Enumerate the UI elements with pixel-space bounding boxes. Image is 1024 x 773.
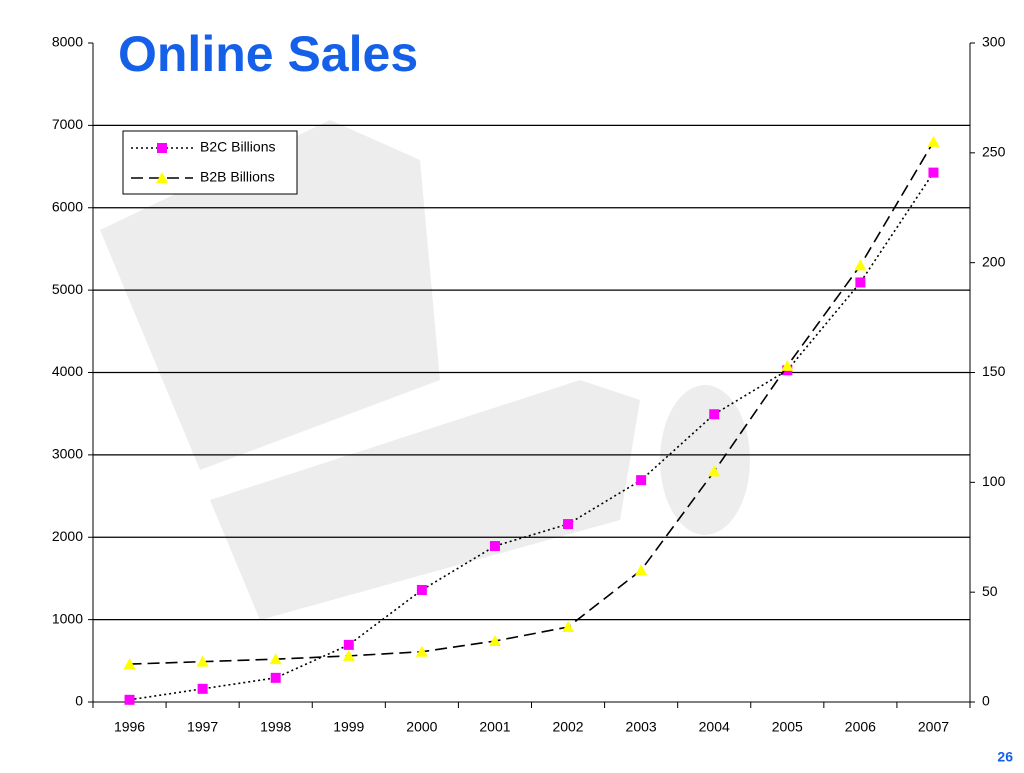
marker — [854, 259, 867, 271]
y-tick-label: 7000 — [52, 116, 83, 132]
marker — [342, 649, 355, 661]
marker — [709, 409, 720, 420]
marker — [415, 645, 428, 657]
marker — [124, 694, 135, 705]
y-tick-label: 1000 — [52, 610, 83, 626]
y-tick-label: 5000 — [52, 281, 83, 297]
marker — [928, 167, 939, 178]
x-tick-label: 2000 — [406, 719, 437, 735]
y2-tick-label: 300 — [982, 34, 1006, 50]
x-tick-label: 2007 — [918, 719, 949, 735]
marker — [343, 639, 354, 650]
marker — [635, 564, 648, 576]
y-tick-label: 2000 — [52, 528, 83, 544]
marker — [855, 277, 866, 288]
x-tick-label: 1997 — [187, 719, 218, 735]
y-tick-label: 0 — [75, 693, 83, 709]
marker — [197, 683, 208, 694]
legend-box — [122, 130, 298, 195]
marker — [157, 143, 167, 153]
series-line — [129, 141, 935, 665]
marker — [636, 475, 647, 486]
background-art — [100, 120, 750, 620]
marker — [781, 359, 794, 371]
y2-tick-label: 200 — [982, 253, 1006, 269]
x-tick-label: 1996 — [114, 719, 145, 735]
y2-tick-label: 0 — [982, 693, 990, 709]
marker — [123, 658, 136, 670]
y-tick-label: 4000 — [52, 363, 83, 379]
marker — [416, 584, 427, 595]
marker — [562, 621, 575, 633]
y2-tick-label: 150 — [982, 363, 1006, 379]
marker — [156, 172, 168, 183]
marker — [489, 541, 500, 552]
marker — [488, 635, 501, 647]
x-tick-label: 2002 — [552, 719, 583, 735]
marker — [563, 519, 574, 530]
y-tick-label: 3000 — [52, 446, 83, 462]
marker — [270, 672, 281, 683]
x-tick-label: 2001 — [479, 719, 510, 735]
legend-label: B2C Billions — [200, 139, 275, 155]
y-tick-label: 6000 — [52, 198, 83, 214]
x-tick-label: 2004 — [699, 719, 730, 735]
chart-title: Online Sales — [118, 26, 418, 82]
marker — [269, 653, 282, 665]
x-tick-label: 1998 — [260, 719, 291, 735]
slide-number: 26 — [997, 749, 1013, 765]
series-line — [129, 172, 935, 701]
x-tick-label: 2005 — [772, 719, 803, 735]
y2-tick-label: 100 — [982, 473, 1006, 489]
x-tick-label: 2006 — [845, 719, 876, 735]
x-tick-label: 1999 — [333, 719, 364, 735]
marker — [196, 655, 209, 667]
marker — [708, 465, 721, 477]
legend-label: B2B Billions — [200, 169, 275, 185]
x-tick-label: 2003 — [626, 719, 657, 735]
y2-tick-label: 250 — [982, 144, 1006, 160]
y2-tick-label: 50 — [982, 583, 998, 599]
y-tick-label: 8000 — [52, 34, 83, 50]
marker — [927, 135, 940, 147]
